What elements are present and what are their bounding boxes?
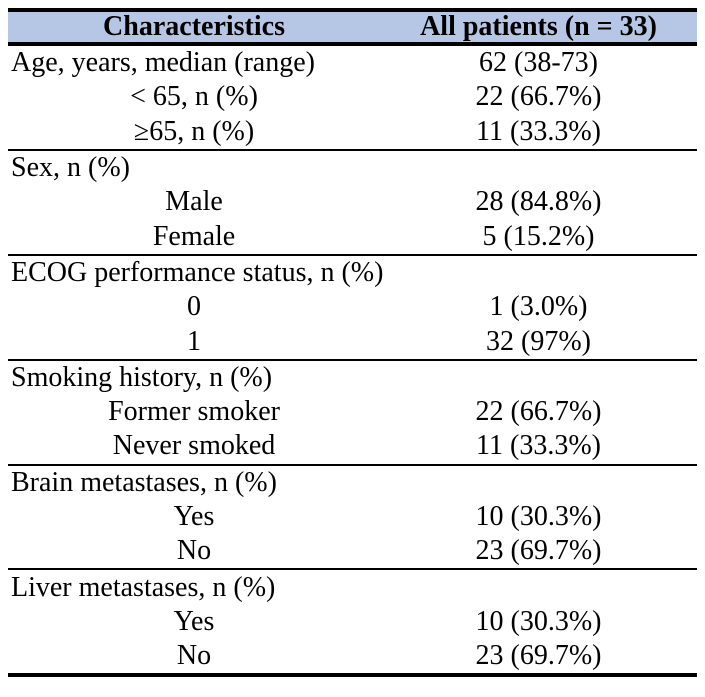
row-label: Former smoker — [108, 396, 280, 428]
table-row: Never smoked 11 (33.3%) — [8, 429, 697, 463]
header-col-characteristics: Characteristics — [103, 11, 285, 42]
section-age: Age, years, median (range) 62 (38-73) < … — [8, 46, 697, 149]
table-row: Smoking history, n (%) — [8, 361, 697, 395]
row-label: Yes — [173, 605, 215, 637]
row-value: 23 (69.7%) — [475, 535, 602, 567]
table-header: Characteristics All patients (n = 33) — [8, 12, 697, 46]
table-row: No 23 (69.7%) — [8, 639, 697, 673]
table-row: ≥65, n (%) 11 (33.3%) — [8, 115, 697, 149]
table-row: Yes 10 (30.3%) — [8, 500, 697, 534]
row-value: 23 (69.7%) — [475, 640, 602, 672]
row-label: No — [176, 640, 212, 672]
row-value: 5 (15.2%) — [482, 220, 595, 252]
row-label: Smoking history, n (%) — [11, 361, 273, 393]
row-label: Male — [165, 186, 223, 218]
row-label: ≥65, n (%) — [133, 115, 255, 147]
patient-characteristics-table: Characteristics All patients (n = 33) Ag… — [8, 8, 697, 678]
row-label: Brain metastases, n (%) — [11, 466, 277, 498]
table-row: Yes 10 (30.3%) — [8, 605, 697, 639]
row-value: 11 (33.3%) — [476, 115, 601, 147]
row-value: 1 (3.0%) — [489, 291, 588, 323]
section-sex: Sex, n (%) Male 28 (84.8%) Female 5 (15.… — [8, 148, 697, 254]
table-row: Sex, n (%) — [8, 151, 697, 185]
row-value: 22 (66.7%) — [475, 81, 602, 113]
table-row: Liver metastases, n (%) — [8, 570, 697, 604]
row-label: ECOG performance status, n (%) — [11, 256, 384, 288]
row-label: Never smoked — [112, 430, 276, 462]
section-liver-metastases: Liver metastases, n (%) Yes 10 (30.3%) N… — [8, 568, 697, 673]
row-value: 62 (38-73) — [479, 47, 598, 79]
table-row: Brain metastases, n (%) — [8, 466, 697, 500]
row-value: 32 (97%) — [486, 325, 591, 357]
table-row: 0 1 (3.0%) — [8, 290, 697, 324]
row-label: Age, years, median (range) — [11, 47, 315, 79]
table-row: 1 32 (97%) — [8, 324, 697, 358]
section-smoking: Smoking history, n (%) Former smoker 22 … — [8, 358, 697, 464]
table-row: < 65, n (%) 22 (66.7%) — [8, 80, 697, 114]
row-value: 11 (33.3%) — [476, 430, 601, 462]
table-row: Former smoker 22 (66.7%) — [8, 395, 697, 429]
section-ecog: ECOG performance status, n (%) 0 1 (3.0%… — [8, 253, 697, 359]
row-value: 10 (30.3%) — [475, 605, 602, 637]
section-brain-metastases: Brain metastases, n (%) Yes 10 (30.3%) N… — [8, 463, 697, 569]
row-label: Female — [152, 220, 236, 252]
row-label: Liver metastases, n (%) — [11, 571, 276, 603]
row-label: Sex, n (%) — [11, 152, 130, 184]
row-label: 0 — [187, 291, 202, 323]
row-label: 1 — [187, 325, 202, 357]
row-value: 28 (84.8%) — [475, 186, 602, 218]
table-row: Male 28 (84.8%) — [8, 185, 697, 219]
row-label: < 65, n (%) — [130, 81, 258, 113]
row-value: 22 (66.7%) — [475, 396, 602, 428]
table-row: No 23 (69.7%) — [8, 534, 697, 568]
row-value: 10 (30.3%) — [475, 501, 602, 532]
table-row: Female 5 (15.2%) — [8, 219, 697, 253]
row-label: No — [176, 535, 212, 567]
row-label: Yes — [173, 501, 215, 532]
table-row: Age, years, median (range) 62 (38-73) — [8, 46, 697, 80]
table-row: ECOG performance status, n (%) — [8, 256, 697, 290]
header-col-all-patients: All patients (n = 33) — [420, 11, 657, 42]
